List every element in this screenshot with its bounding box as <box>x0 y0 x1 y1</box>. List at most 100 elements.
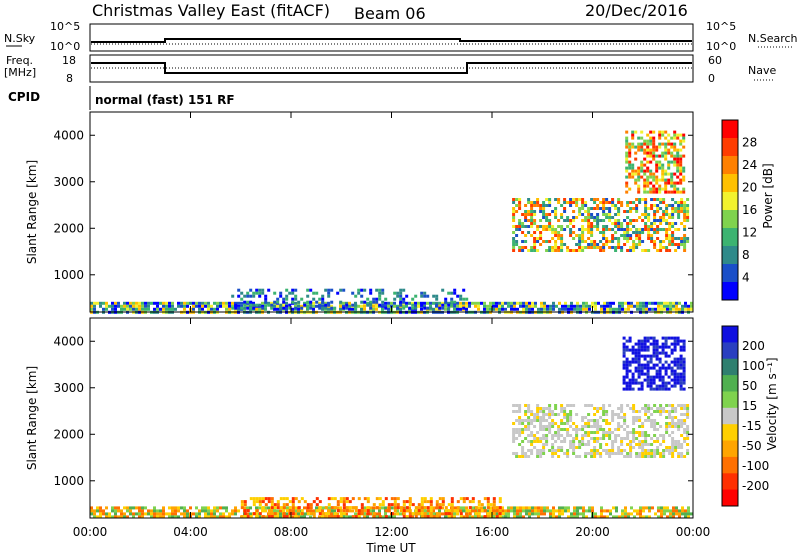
power-cell <box>249 288 253 292</box>
power-cell <box>522 301 525 305</box>
power-cell <box>649 190 653 194</box>
velocity-cell <box>456 506 460 510</box>
velocity-cell <box>536 404 540 407</box>
power-cell <box>237 306 241 310</box>
velocity-cell <box>474 506 478 510</box>
velocity-cell <box>670 384 674 388</box>
power-cell <box>682 187 686 191</box>
velocity-cell <box>628 336 632 340</box>
velocity-cell <box>222 506 225 510</box>
power-cell <box>156 304 159 308</box>
power-cell <box>279 291 283 295</box>
velocity-cell <box>620 404 624 407</box>
power-cell <box>575 201 579 204</box>
velocity-cell <box>345 497 349 501</box>
power-cell <box>581 228 585 231</box>
power-cell <box>354 294 358 298</box>
velocity-cell <box>117 506 120 510</box>
nsky-panel: N.Sky 10^5 10^0 10^5 10^0 N.Search <box>4 20 798 53</box>
power-cell <box>498 304 501 308</box>
velocity-cell <box>519 515 522 519</box>
power-cell <box>654 307 657 311</box>
power-cell <box>632 201 636 204</box>
power-cell <box>617 237 621 240</box>
power-cell <box>647 219 651 222</box>
power-cell <box>114 301 117 305</box>
power-cell <box>671 225 675 228</box>
power-cell <box>524 219 528 222</box>
power-cell <box>309 300 313 304</box>
power-cell <box>665 207 669 210</box>
velocity-cell <box>655 369 659 373</box>
velocity-cell <box>644 455 648 458</box>
power-cell <box>686 219 690 222</box>
velocity-cell <box>687 515 690 519</box>
velocity-cell <box>345 509 349 513</box>
power-cell <box>420 301 423 305</box>
velocity-cell <box>336 512 339 516</box>
power-cell <box>652 145 656 149</box>
velocity-cell <box>661 366 665 370</box>
velocity-cell <box>566 455 570 458</box>
velocity-cell <box>390 497 394 501</box>
velocity-cell <box>294 506 297 510</box>
velocity-cell <box>620 425 624 428</box>
velocity-cell <box>426 509 430 513</box>
velocity-cell <box>634 378 638 382</box>
power-cell <box>658 163 662 167</box>
power-cell <box>652 184 656 188</box>
power-cell <box>617 198 621 201</box>
power-cell <box>512 237 516 240</box>
power-cell <box>682 175 686 179</box>
velocity-cell <box>652 339 656 343</box>
velocity-cell <box>676 375 680 379</box>
velocity-cell <box>609 509 612 513</box>
velocity-cell <box>661 387 665 391</box>
power-cell <box>617 219 621 222</box>
power-cell <box>655 166 659 170</box>
velocity-cell <box>411 512 415 516</box>
velocity-cell <box>644 449 648 452</box>
velocity-cell <box>676 360 680 364</box>
power-cell <box>628 151 632 155</box>
power-cell <box>677 204 681 207</box>
power-cell <box>512 246 516 249</box>
velocity-cell <box>558 506 561 510</box>
velocity-cell <box>682 369 686 373</box>
velocity-cell <box>183 515 186 519</box>
velocity-cell <box>663 512 666 516</box>
power-cell <box>426 294 430 298</box>
velocity-cell <box>507 515 510 519</box>
nsky-frame <box>89 23 694 52</box>
power-cell <box>682 133 686 137</box>
power-cell <box>656 219 660 222</box>
power-cell <box>291 288 295 292</box>
velocity-cell <box>638 416 642 419</box>
power-cell <box>680 210 684 213</box>
power-cell <box>680 222 684 225</box>
velocity-cell <box>560 410 564 413</box>
power-cell <box>614 249 618 252</box>
velocity-cell <box>587 404 591 407</box>
power-cell <box>644 201 648 204</box>
power-cell <box>327 291 331 295</box>
velocity-cell <box>669 515 672 519</box>
velocity-cell <box>327 509 331 513</box>
power-cell <box>599 246 603 249</box>
velocity-cell <box>670 369 674 373</box>
velocity-cell <box>643 363 647 367</box>
velocity-cell <box>234 506 237 510</box>
power-cell <box>530 219 534 222</box>
power-cell <box>628 163 632 167</box>
velocity-cell <box>536 407 540 410</box>
power-cell <box>327 301 330 305</box>
power-cell <box>608 219 612 222</box>
velocity-cell <box>649 375 653 379</box>
power-cell <box>138 307 141 311</box>
velocity-cell <box>471 515 474 519</box>
velocity-cell <box>602 431 606 434</box>
power-cell <box>573 304 576 308</box>
power-cell <box>673 157 677 161</box>
power-cell <box>572 249 576 252</box>
